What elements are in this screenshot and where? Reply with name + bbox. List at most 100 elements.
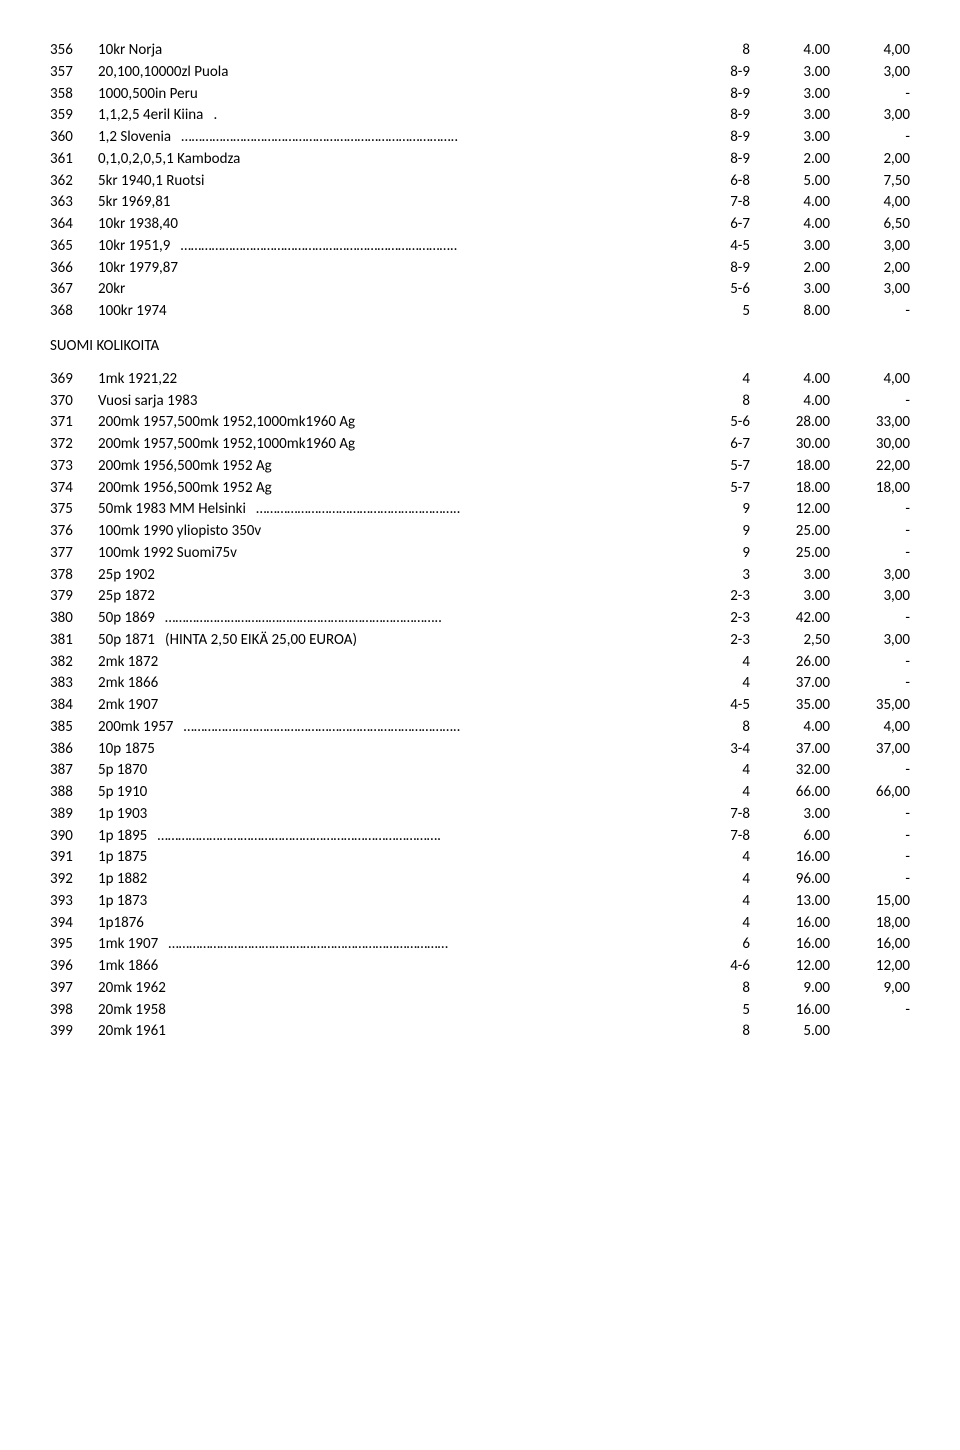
lot-grade: 8	[680, 978, 750, 1000]
lot-price: 3.00	[750, 565, 830, 587]
lot-price: 37.00	[750, 673, 830, 695]
lot-description: 1p 1875	[98, 847, 680, 869]
lot-row: 373200mk 1956,500mk 1952 Ag5-718.0022,00	[50, 456, 910, 478]
lot-row: 3891p 19037-83.00-	[50, 804, 910, 826]
lot-row: 38050p 1869 ……………………………………………………………………..…	[50, 608, 910, 630]
lot-row: 370Vuosi sarja 198384.00-	[50, 391, 910, 413]
lot-price: 3.00	[750, 62, 830, 84]
lot-price: 16.00	[750, 1000, 830, 1022]
lot-row: 3635kr 1969,817-84.004,00	[50, 192, 910, 214]
lot-row: 35610kr Norja84.004,00	[50, 40, 910, 62]
lot-realized: -	[830, 301, 910, 323]
lot-description: 5p 1910	[98, 782, 680, 804]
lot-row: 39920mk 196185.00	[50, 1021, 910, 1043]
lot-realized: -	[830, 543, 910, 565]
lot-number: 358	[50, 84, 98, 106]
lot-grade: 4	[680, 652, 750, 674]
lot-number: 369	[50, 369, 98, 391]
lot-row: 38150p 1871 (HINTA 2,50 EIKÄ 25,00 EUROA…	[50, 630, 910, 652]
lot-grade: 9	[680, 543, 750, 565]
lot-realized: 66,00	[830, 782, 910, 804]
lot-grade: 4-5	[680, 236, 750, 258]
lot-row: 3691mk 1921,2244.004,00	[50, 369, 910, 391]
lot-realized: 18,00	[830, 913, 910, 935]
lot-price: 4.00	[750, 192, 830, 214]
lot-row: 374200mk 1956,500mk 1952 Ag5-718.0018,00	[50, 478, 910, 500]
lot-price: 37.00	[750, 739, 830, 761]
lot-price: 3.00	[750, 84, 830, 106]
lot-price: 18.00	[750, 478, 830, 500]
lot-number: 382	[50, 652, 98, 674]
lot-realized: -	[830, 84, 910, 106]
lot-number: 366	[50, 258, 98, 280]
lot-description: 20mk 1962	[98, 978, 680, 1000]
lot-number: 378	[50, 565, 98, 587]
lot-realized: 3,00	[830, 279, 910, 301]
lot-number: 391	[50, 847, 98, 869]
lot-realized: -	[830, 826, 910, 848]
lot-row: 376100mk 1990 yliopisto 350v925.00-	[50, 521, 910, 543]
lot-price: 4.00	[750, 369, 830, 391]
lot-number: 376	[50, 521, 98, 543]
lot-grade: 4	[680, 673, 750, 695]
lot-price: 16.00	[750, 934, 830, 956]
lot-number: 393	[50, 891, 98, 913]
lot-row: 368100kr 197458.00-	[50, 301, 910, 323]
lot-list-bottom: 3691mk 1921,2244.004,00370Vuosi sarja 19…	[50, 369, 910, 1043]
lot-description: 10kr 1938,40	[98, 214, 680, 236]
lot-grade: 8-9	[680, 149, 750, 171]
lot-number: 377	[50, 543, 98, 565]
lot-realized: 3,00	[830, 586, 910, 608]
lot-description: 100mk 1992 Suomi75v	[98, 543, 680, 565]
lot-row: 3921p 1882496.00-	[50, 869, 910, 891]
lot-realized: -	[830, 869, 910, 891]
lot-description: 1mk 1921,22	[98, 369, 680, 391]
lot-row: 37550mk 1983 MM Helsinki …………………………………………	[50, 499, 910, 521]
lot-number: 389	[50, 804, 98, 826]
lot-number: 383	[50, 673, 98, 695]
lot-description: 20,100,10000zl Puola	[98, 62, 680, 84]
lot-number: 357	[50, 62, 98, 84]
lot-row: 3941p1876416.0018,00	[50, 913, 910, 935]
lot-description: 1,2 Slovenia …………………………………………………………………….…	[98, 127, 680, 149]
lot-description: 1,1,2,5 4eril Kiina .	[98, 105, 680, 127]
lot-grade: 6	[680, 934, 750, 956]
lot-grade: 8-9	[680, 127, 750, 149]
lot-grade: 4	[680, 847, 750, 869]
lot-grade: 9	[680, 521, 750, 543]
lot-description: 5kr 1969,81	[98, 192, 680, 214]
lot-realized: 9,00	[830, 978, 910, 1000]
lot-description: 50mk 1983 MM Helsinki …………………………………………………	[98, 499, 680, 521]
lot-row: 36410kr 1938,406-74.006,50	[50, 214, 910, 236]
lot-description: 5p 1870	[98, 760, 680, 782]
lot-realized: 4,00	[830, 369, 910, 391]
lot-grade: 8-9	[680, 62, 750, 84]
lot-row: 3601,2 Slovenia …………………………………………………………………	[50, 127, 910, 149]
lot-row: 37825p 190233.003,00	[50, 565, 910, 587]
lot-description: Vuosi sarja 1983	[98, 391, 680, 413]
lot-description: 2mk 1866	[98, 673, 680, 695]
lot-description: 0,1,0,2,0,5,1 Kambodza	[98, 149, 680, 171]
lot-realized: -	[830, 521, 910, 543]
lot-number: 395	[50, 934, 98, 956]
lot-realized: -	[830, 760, 910, 782]
lot-description: 10kr Norja	[98, 40, 680, 62]
lot-realized: 33,00	[830, 412, 910, 434]
lot-description: 100mk 1990 yliopisto 350v	[98, 521, 680, 543]
lot-realized: 12,00	[830, 956, 910, 978]
lot-number: 399	[50, 1021, 98, 1043]
lot-number: 380	[50, 608, 98, 630]
lot-grade: 4	[680, 913, 750, 935]
lot-price: 3.00	[750, 236, 830, 258]
lot-realized: 15,00	[830, 891, 910, 913]
lot-grade: 5	[680, 1000, 750, 1022]
lot-realized: 2,00	[830, 149, 910, 171]
lot-row: 3842mk 19074-535.0035,00	[50, 695, 910, 717]
lot-number: 396	[50, 956, 98, 978]
lot-description: 1p 1895 ……………………………………………………………………….	[98, 826, 680, 848]
lot-number: 394	[50, 913, 98, 935]
lot-number: 368	[50, 301, 98, 323]
lot-description: 10p 1875	[98, 739, 680, 761]
lot-number: 364	[50, 214, 98, 236]
lot-price: 3.00	[750, 105, 830, 127]
